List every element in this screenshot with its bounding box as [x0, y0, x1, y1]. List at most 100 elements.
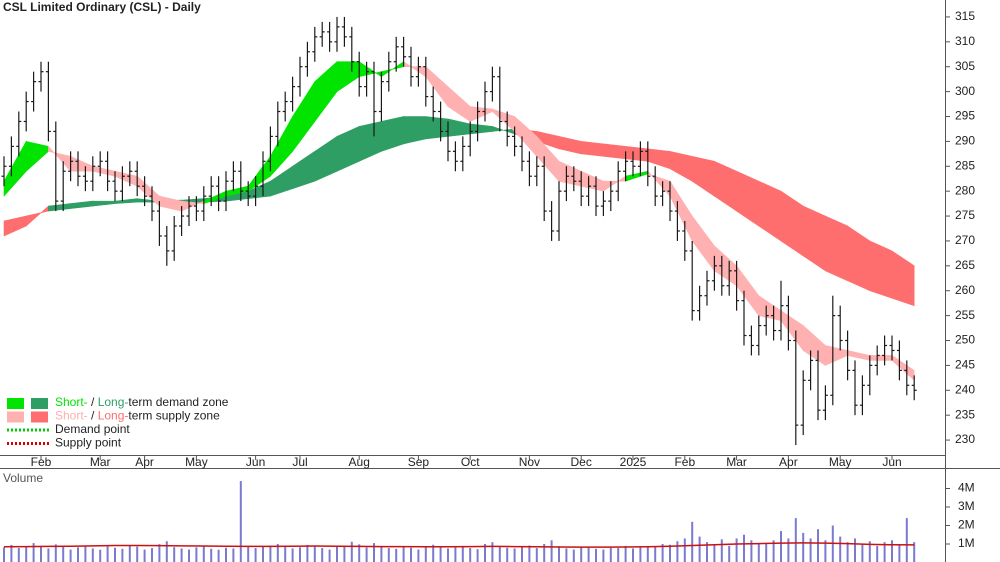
volume-bar	[765, 544, 768, 562]
volume-bar	[136, 546, 139, 562]
volume-bar	[343, 545, 346, 562]
volume-bar	[106, 546, 109, 562]
volume-bar	[77, 547, 79, 562]
legend-text: term demand zone	[128, 395, 228, 409]
volume-bar	[62, 546, 65, 562]
y-tick-label: 280	[955, 183, 975, 197]
volume-bar	[262, 546, 264, 562]
volume-bar	[128, 545, 131, 562]
x-tick-label: Mar	[90, 455, 111, 469]
x-tick-label: May	[185, 455, 208, 469]
y-tick-label: 1M	[958, 536, 975, 550]
zone	[603, 143, 626, 160]
volume-bar	[180, 548, 183, 562]
volume-bar	[543, 544, 546, 562]
volume-bar	[513, 548, 516, 562]
x-tick-label: Nov	[519, 455, 540, 469]
volume-bar	[365, 547, 368, 562]
volume-bar	[713, 544, 716, 562]
volume-bar	[432, 544, 435, 562]
volume-bar	[380, 545, 383, 562]
volume-bar	[350, 541, 353, 562]
volume-bar	[202, 546, 205, 562]
y-tick-label: 2M	[958, 518, 975, 532]
volume-bar	[84, 545, 87, 562]
volume-bar	[336, 546, 338, 562]
legend-swatch	[31, 398, 48, 409]
volume-bar	[417, 549, 420, 562]
x-tick-label: Feb	[674, 455, 695, 469]
volume-bar	[484, 544, 486, 562]
volume-bar	[913, 542, 916, 562]
zone	[869, 355, 893, 361]
volume-bar	[587, 546, 590, 562]
volume-bar	[558, 546, 560, 562]
volume-bar	[898, 544, 901, 562]
y-tick-label: 250	[955, 333, 975, 347]
volume-bar	[195, 547, 198, 562]
legend-swatch	[7, 411, 24, 423]
volume-bar	[861, 544, 864, 562]
y-tick-label: 265	[955, 258, 975, 272]
volume-bar	[232, 548, 235, 562]
volume-bar	[609, 547, 612, 562]
volume-bar	[839, 536, 842, 562]
volume-bar	[306, 544, 309, 562]
volume-bar	[498, 546, 501, 562]
volume-bar	[151, 548, 153, 562]
x-tick-label: Apr	[135, 455, 154, 469]
x-tick-label: Jun	[246, 455, 265, 469]
y-tick-label: 255	[955, 308, 975, 322]
volume-bar	[602, 549, 605, 562]
volume-bar	[691, 521, 694, 562]
volume-bar	[720, 539, 723, 562]
x-tick-label: Sep	[408, 455, 430, 469]
y-tick-label: 315	[955, 9, 975, 23]
volume-bar	[772, 540, 775, 562]
y-tick-label: 290	[955, 134, 975, 148]
volume-bar	[299, 547, 301, 562]
zone	[580, 141, 604, 157]
volume-bar	[328, 549, 331, 562]
volume-bar	[757, 543, 760, 562]
volume-bar	[313, 546, 316, 562]
volume-bar	[661, 544, 664, 562]
volume-bar	[114, 547, 116, 562]
volume-bar	[491, 542, 494, 562]
zone	[891, 250, 915, 307]
zone	[425, 116, 449, 140]
legend-text: Demand point	[55, 422, 130, 436]
legend-swatch	[31, 411, 48, 423]
volume-bar	[876, 545, 879, 562]
legend-label: Supply point	[55, 436, 122, 450]
volume-title: Volume	[3, 471, 43, 485]
volume-bar	[276, 544, 279, 562]
volume-bar	[284, 546, 287, 562]
volume-bar	[54, 544, 57, 562]
volume-bar	[476, 549, 479, 562]
volume-bar	[809, 538, 812, 562]
legend-text: /	[88, 409, 98, 423]
volume-bar	[402, 546, 405, 562]
legend-text: Short-	[55, 395, 88, 409]
volume-bar	[254, 548, 257, 562]
y-tick-label: 305	[955, 59, 975, 73]
y-tick-label: 230	[955, 432, 975, 446]
volume-bar	[787, 538, 790, 562]
zone	[625, 146, 649, 162]
volume-bar	[632, 548, 634, 562]
volume-bar	[891, 540, 893, 562]
volume-bar	[905, 518, 908, 562]
y-tick-label: 235	[955, 407, 975, 421]
volume-bar	[750, 540, 753, 562]
volume-bar	[868, 541, 871, 562]
legend-label: Demand point	[55, 422, 130, 436]
x-tick-label: Mar	[726, 455, 747, 469]
volume-bar	[883, 542, 886, 562]
legend-text: Long-	[98, 395, 129, 409]
y-tick-label: 3M	[958, 499, 975, 513]
volume-bar	[735, 538, 738, 562]
y-tick-label: 4M	[958, 481, 975, 495]
